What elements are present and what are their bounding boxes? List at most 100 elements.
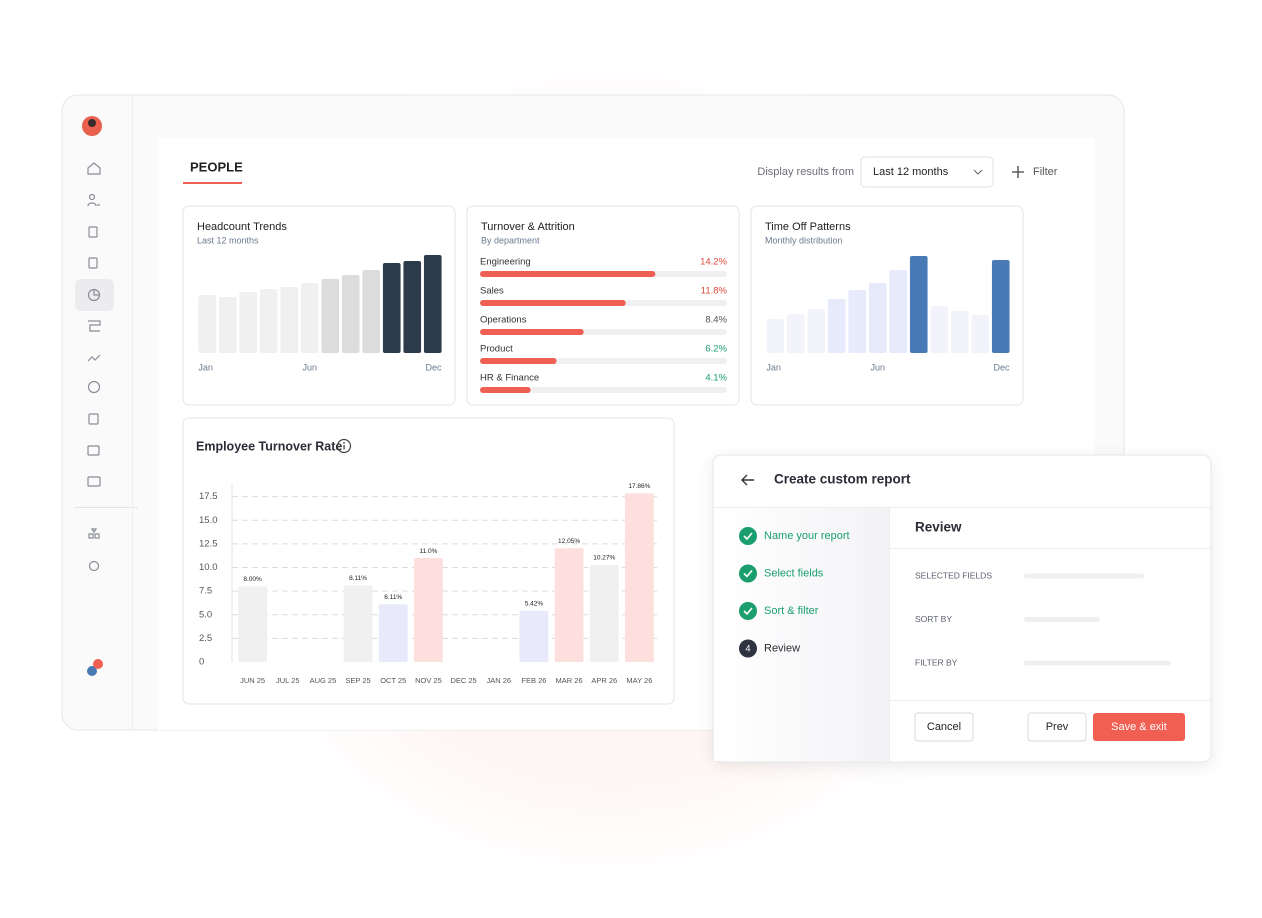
field-placeholder — [1024, 660, 1171, 666]
cancel-label: Cancel — [927, 721, 961, 733]
bar-track — [480, 387, 727, 393]
y-tick-label: 5.0 — [199, 609, 212, 620]
section-title: Review — [915, 520, 962, 535]
x-tick-label: MAY 26 — [626, 676, 652, 685]
bar — [259, 289, 278, 353]
sidebar — [75, 116, 138, 676]
bar — [218, 297, 237, 353]
bar — [239, 292, 258, 353]
x-tick-label: JUL 25 — [276, 676, 300, 685]
nav-org[interactable] — [88, 320, 101, 332]
nav-payroll[interactable] — [87, 445, 100, 456]
nav-settings[interactable] — [88, 560, 100, 572]
bar — [480, 329, 584, 335]
category-label: Operations — [480, 315, 527, 326]
bar — [786, 314, 805, 353]
prev-button[interactable] — [1027, 712, 1087, 742]
cancel-button[interactable] — [914, 712, 974, 742]
step-label: Name your report — [764, 530, 850, 542]
x-tick-label: Dec — [994, 362, 1011, 372]
value-label: 5.42% — [525, 600, 544, 607]
bar — [343, 585, 373, 662]
x-tick-label: Jun — [870, 362, 885, 372]
bar — [971, 315, 990, 353]
category-label: Product — [480, 344, 513, 355]
card-title: Turnover & Attrition — [481, 221, 575, 233]
step-check — [739, 564, 757, 583]
sidebar-divider — [132, 96, 133, 729]
nav-time[interactable] — [87, 380, 101, 394]
bar — [930, 306, 949, 353]
field-label: FILTER BY — [915, 657, 958, 667]
bar — [341, 275, 360, 353]
bar — [868, 283, 887, 353]
value-label: 8.00% — [243, 576, 262, 583]
nav-docs[interactable] — [88, 226, 98, 238]
info-circle — [336, 438, 352, 454]
nav-tasks[interactable] — [88, 413, 99, 425]
field-label: SELECTED FIELDS — [915, 570, 992, 580]
field-label: SORT BY — [915, 614, 952, 624]
nav-people[interactable] — [87, 193, 100, 207]
tab-people[interactable]: PEOPLE — [190, 159, 243, 174]
y-tick-label: 2.5 — [199, 633, 212, 644]
info-icon[interactable] — [336, 438, 352, 454]
nav-money[interactable] — [87, 476, 101, 487]
filter-button[interactable]: Filter — [1033, 166, 1058, 178]
period-select[interactable] — [860, 156, 994, 188]
dialog-title: Create custom report — [774, 472, 911, 487]
card-subtitle: Last 12 months — [197, 235, 259, 245]
x-tick-label: APR 26 — [591, 676, 617, 685]
bar — [480, 300, 626, 306]
value-label: 4.1% — [705, 373, 727, 384]
nav-apps[interactable] — [88, 528, 100, 539]
y-tick-label: 7.5 — [199, 586, 212, 597]
bar — [300, 283, 319, 353]
bar — [909, 256, 928, 353]
avatar-face — [88, 119, 96, 127]
value-label: 8.11% — [349, 575, 367, 582]
category-label: Engineering — [480, 257, 531, 268]
bar — [382, 263, 401, 353]
period-value: Last 12 months — [873, 166, 949, 178]
prev-label: Prev — [1046, 721, 1069, 733]
bar — [362, 270, 381, 353]
bar — [378, 604, 408, 662]
y-tick-label: 15.0 — [199, 515, 218, 526]
value-label: 14.2% — [700, 257, 727, 268]
field-placeholder — [1024, 617, 1100, 622]
bar — [589, 564, 619, 662]
display-label: Display results from — [757, 166, 854, 178]
bar — [827, 299, 846, 353]
card-subtitle: By department — [481, 235, 540, 245]
nav-analytics[interactable] — [87, 354, 101, 362]
save-button[interactable] — [1093, 713, 1185, 741]
info-dot — [343, 442, 345, 444]
bar — [519, 610, 549, 662]
bar — [321, 279, 340, 353]
value-label: 6.2% — [705, 344, 727, 355]
value-label: 8.4% — [705, 315, 727, 326]
save-label: Save & exit — [1111, 721, 1167, 733]
x-tick-label: FEB 26 — [521, 676, 546, 685]
nav-forms[interactable] — [88, 257, 98, 269]
sidebar-separator — [75, 507, 138, 508]
step-check — [739, 602, 757, 620]
back-arrow[interactable] — [741, 474, 754, 486]
nav-home[interactable] — [87, 162, 101, 175]
bar — [403, 261, 422, 353]
bar — [480, 271, 656, 277]
x-tick-label: JUN 25 — [240, 676, 265, 685]
x-tick-label: Jun — [302, 362, 317, 372]
logo-red — [93, 659, 103, 669]
x-tick-label: Dec — [426, 362, 443, 372]
filter-plus — [1012, 166, 1024, 178]
bar — [280, 287, 299, 353]
value-label: 10.27% — [593, 555, 615, 562]
x-tick-label: SEP 25 — [345, 676, 370, 685]
x-tick-label: Jan — [766, 362, 781, 372]
x-tick-label: MAR 26 — [556, 676, 583, 685]
check-mark — [743, 569, 753, 578]
